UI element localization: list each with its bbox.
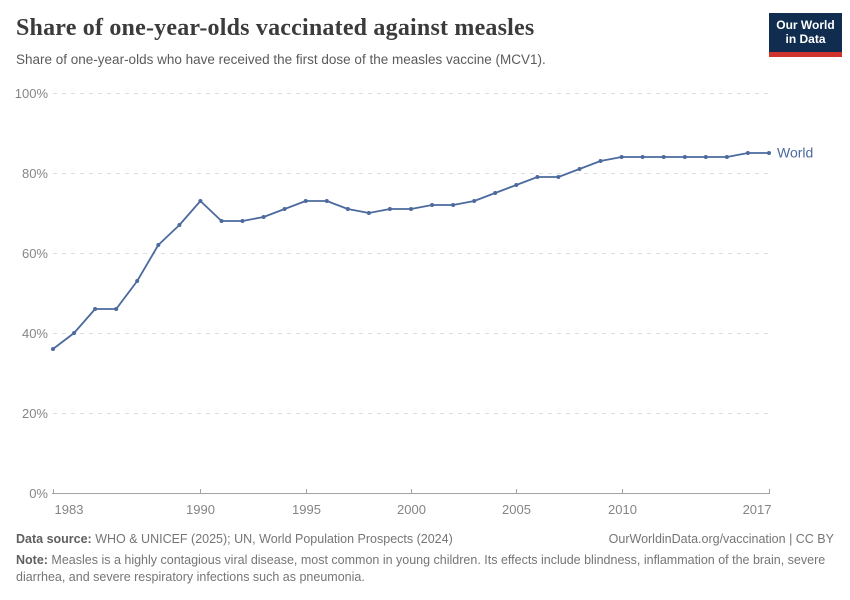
data-point[interactable] [93, 307, 98, 311]
data-source-label: Data source: [16, 532, 92, 546]
data-point[interactable] [430, 203, 435, 207]
x-axis-label: 2005 [502, 502, 531, 517]
data-point[interactable] [366, 211, 371, 215]
data-point[interactable] [51, 347, 55, 351]
data-point[interactable] [724, 155, 729, 159]
data-point[interactable] [493, 191, 498, 195]
x-axis-label: 2017 [743, 502, 772, 517]
chart-footer: Data source: WHO & UNICEF (2025); UN, Wo… [16, 531, 834, 586]
data-point[interactable] [598, 159, 603, 163]
y-axis-label: 0% [29, 486, 48, 501]
y-axis-label: 40% [22, 326, 48, 341]
world-line[interactable] [52, 152, 770, 350]
page-title: Share of one-year-olds vaccinated agains… [16, 15, 535, 41]
source-row: Data source: WHO & UNICEF (2025); UN, Wo… [16, 531, 834, 548]
footer-note: Note: Measles is a highly contagious vir… [16, 552, 834, 586]
note-text: Measles is a highly contagious viral dis… [16, 553, 826, 584]
series-label-world[interactable]: World [777, 145, 813, 161]
owid-logo[interactable]: Our World in Data [769, 13, 842, 57]
data-point[interactable] [535, 175, 540, 179]
chart-header: Share of one-year-olds vaccinated agains… [0, 0, 850, 68]
logo-line2: in Data [785, 31, 826, 46]
data-point[interactable] [682, 155, 687, 159]
x-axis-label: 1990 [186, 502, 215, 517]
logo-red-bar [769, 52, 842, 57]
footer-link[interactable]: OurWorldinData.org/vaccination | CC BY [608, 532, 834, 546]
y-axis-label: 100% [15, 86, 49, 101]
x-axis-label: 2000 [397, 502, 426, 517]
data-point[interactable] [745, 151, 750, 155]
data-point[interactable] [219, 219, 224, 223]
data-point[interactable] [114, 307, 119, 311]
data-point[interactable] [240, 219, 245, 223]
data-point[interactable] [387, 207, 392, 211]
data-point[interactable] [619, 155, 624, 159]
data-point[interactable] [556, 175, 561, 179]
data-point[interactable] [324, 199, 329, 203]
y-axis-label: 80% [22, 166, 48, 181]
data-point[interactable] [303, 199, 308, 203]
data-point[interactable] [661, 155, 666, 159]
data-point[interactable] [577, 167, 582, 171]
data-point[interactable] [767, 151, 771, 155]
x-axis-label: 1995 [292, 502, 321, 517]
data-point[interactable] [282, 207, 287, 211]
y-axis-label: 20% [22, 406, 48, 421]
note-label: Note: [16, 553, 48, 567]
data-point[interactable] [177, 223, 182, 227]
data-point[interactable] [514, 183, 519, 187]
line-chart[interactable]: 0% 20% 40% 60% 80% 100% 1983 1990 1995 2000 2005 20… [0, 80, 850, 530]
data-point[interactable] [703, 155, 708, 159]
data-point[interactable] [409, 207, 413, 211]
chart-subtitle: Share of one-year-olds who have received… [16, 52, 546, 67]
data-source: Data source: WHO & UNICEF (2025); UN, Wo… [16, 531, 453, 548]
data-point[interactable] [472, 199, 477, 203]
x-axis-label: 1983 [55, 502, 84, 517]
x-axis-label: 2010 [608, 502, 637, 517]
data-point[interactable] [345, 207, 350, 211]
y-axis-label: 60% [22, 246, 48, 261]
logo-line1: Our World [776, 18, 835, 32]
data-point[interactable] [640, 155, 645, 159]
data-point[interactable] [156, 243, 161, 247]
data-point[interactable] [72, 331, 77, 335]
data-point[interactable] [135, 279, 140, 283]
data-point[interactable] [261, 215, 266, 219]
data-point[interactable] [198, 199, 203, 203]
data-source-text: WHO & UNICEF (2025); UN, World Populatio… [91, 532, 453, 546]
data-point[interactable] [451, 203, 456, 207]
